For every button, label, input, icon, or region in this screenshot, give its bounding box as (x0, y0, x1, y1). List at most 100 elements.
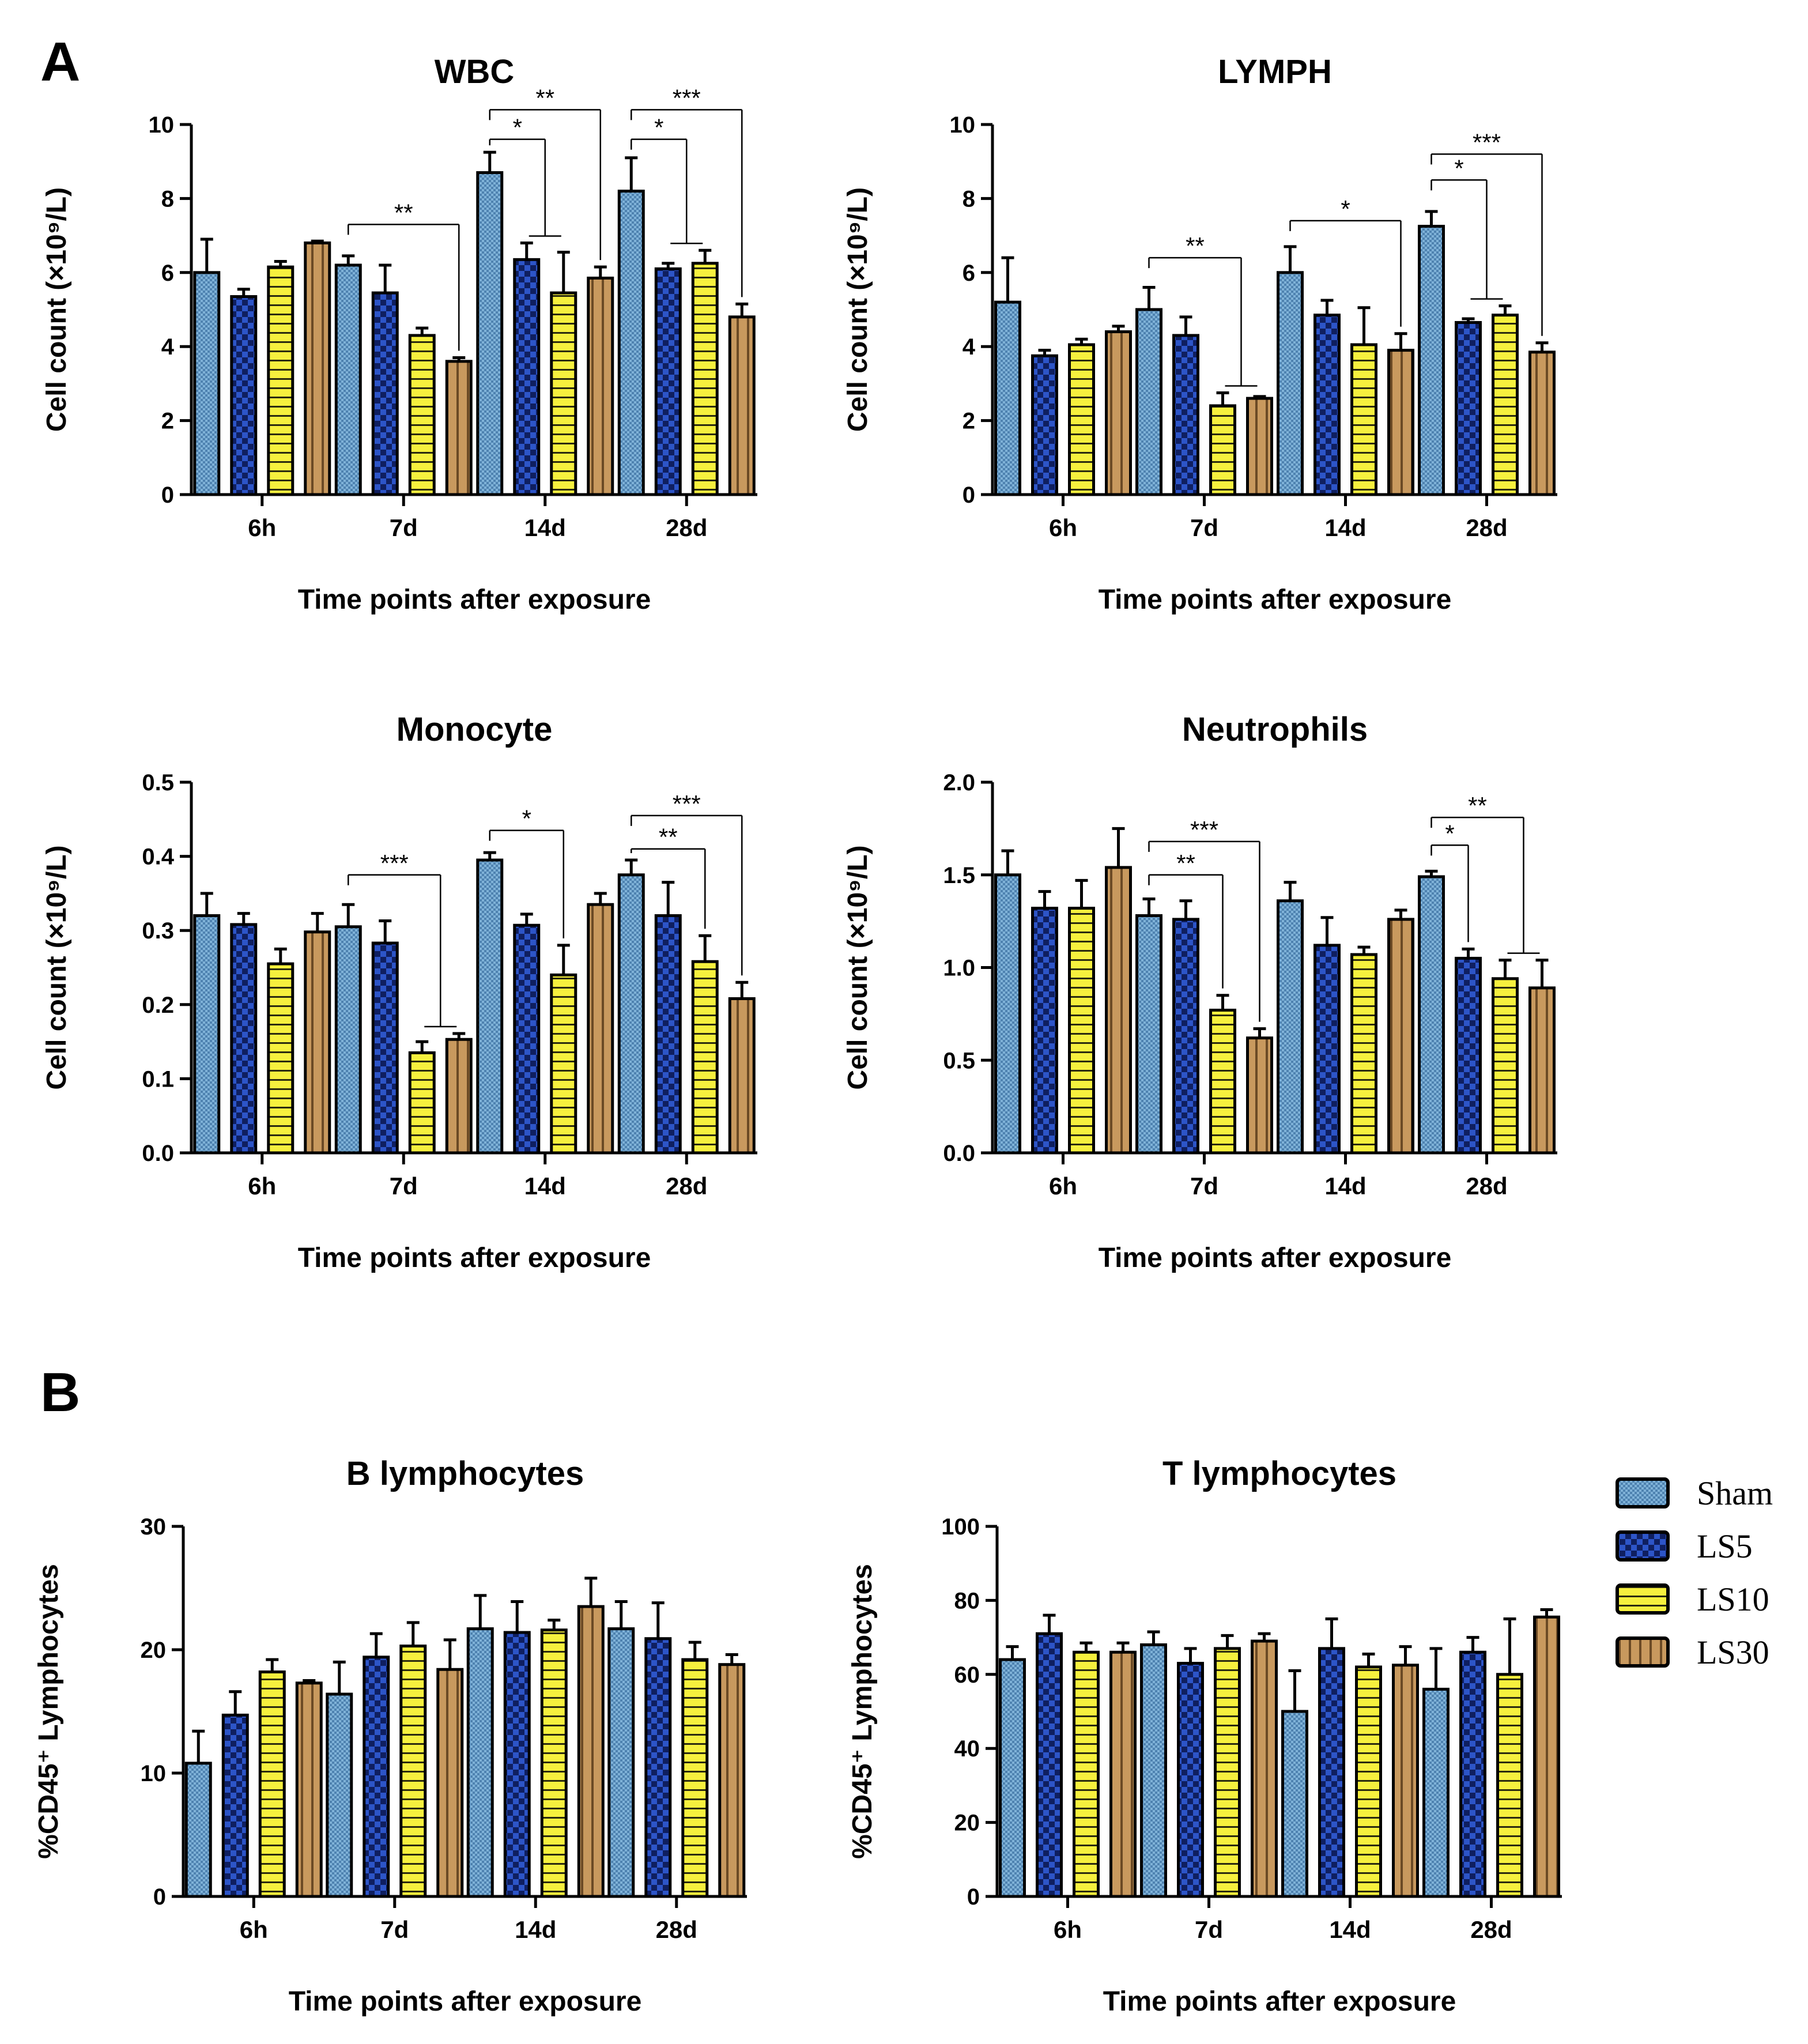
significance-bracket: ** (631, 824, 706, 929)
significance-label: * (1445, 820, 1454, 847)
y-tick-label: 80 (954, 1588, 980, 1613)
y-tick-label: 20 (141, 1638, 167, 1663)
bar-ls5-6h (230, 295, 258, 496)
significance-bracket: ** (348, 199, 460, 351)
legend-swatch (1616, 1583, 1670, 1615)
bar-ls5-7d (1172, 334, 1199, 496)
y-tick-label: 0.0 (142, 1141, 174, 1166)
x-tick-label-6h: 6h (1049, 514, 1077, 541)
significance-bracket: * (489, 114, 561, 237)
bar-sham-14d (476, 858, 504, 1155)
bar-sham-28d (1418, 225, 1445, 496)
bar-sham-7d (1140, 1643, 1167, 1898)
bar-ls30-6h (295, 1681, 323, 1898)
bar-ls30-6h (1109, 1650, 1137, 1898)
chart-lymph: LYMPH 0 2 4 6 8 10 6h 7d 14d 28d Time points after … (843, 53, 1557, 615)
bar-ls10-28d (691, 262, 719, 496)
chart-title: B lymphocytes (346, 1455, 584, 1492)
bar-ls10-6h (1073, 1650, 1100, 1898)
bar-ls5-6h (221, 1713, 249, 1898)
bar-ls10-7d (408, 1051, 436, 1155)
bar-ls10-14d (540, 1628, 568, 1898)
significance-bracket: ** (489, 84, 601, 261)
significance-label: ** (535, 84, 554, 111)
y-axis-title: Cell count (×10⁹/L) (843, 187, 873, 432)
x-tick-label-7d: 7d (1195, 1916, 1223, 1943)
legend-swatch (1616, 1530, 1670, 1562)
significance-bracket: *** (631, 790, 743, 976)
x-axis-title: Time points after exposure (289, 1986, 642, 2017)
significance-label: *** (1473, 129, 1501, 156)
bar-sham-28d (1418, 875, 1445, 1155)
chart-t-lymphocytes: T lymphocytes 0 20 40 60 80 100 6h 7d 14d 28d Time … (847, 1455, 1562, 2017)
bar-ls10-7d (1209, 1008, 1236, 1155)
bar-sham-6h (193, 914, 221, 1155)
y-tick-label: 0.5 (943, 1048, 975, 1073)
x-tick-label-28d: 28d (656, 1916, 697, 1943)
x-tick-label-28d: 28d (1466, 1172, 1507, 1200)
bar-ls30-7d (1251, 1639, 1278, 1898)
y-tick-label: 10 (149, 112, 175, 138)
y-tick-label: 60 (954, 1662, 980, 1688)
x-tick-label-7d: 7d (380, 1916, 409, 1943)
significance-label: * (1454, 154, 1463, 182)
bar-ls10-14d (550, 291, 577, 496)
bar-ls30-7d (1246, 1036, 1273, 1155)
bar-sham-14d (1277, 899, 1304, 1155)
bar-ls10-14d (1355, 1665, 1382, 1898)
significance-label: ** (1176, 850, 1195, 877)
legend-swatch (1616, 1636, 1670, 1668)
y-tick-label: 40 (954, 1736, 980, 1762)
bar-ls30-14d (1387, 349, 1414, 496)
significance-label: * (1341, 195, 1350, 222)
bar-ls10-7d (1214, 1647, 1241, 1898)
significance-bracket: *** (1148, 816, 1260, 1022)
bar-ls30-28d (1533, 1615, 1560, 1898)
y-tick-label: 0.5 (142, 770, 174, 795)
significance-bracket: * (1430, 154, 1503, 300)
y-tick-label: 20 (954, 1811, 980, 1836)
legend-label: LS30 (1697, 1634, 1769, 1671)
chart-title: T lymphocytes (1162, 1455, 1396, 1492)
y-tick-label: 2 (962, 409, 975, 434)
bar-ls5-6h (1031, 354, 1058, 496)
legend-label: Sham (1697, 1474, 1773, 1512)
y-tick-label: 0.0 (943, 1141, 975, 1166)
x-axis-title: Time points after exposure (1103, 1986, 1456, 2017)
charts-layer: WBC 0 2 4 6 8 10 6h 7d 14d 28d Time points after ex… (33, 53, 1562, 2017)
bar-ls5-14d (513, 923, 541, 1155)
x-tick-label-6h: 6h (240, 1916, 268, 1943)
significance-label: * (654, 114, 663, 141)
legend-item-ls5: LS5 (1616, 1528, 1753, 1565)
x-tick-label-6h: 6h (248, 514, 276, 541)
chart-b-lymphocytes: B lymphocytes 0 10 20 30 6h 7d 14d 28d Time point… (33, 1455, 747, 2017)
bar-ls5-7d (363, 1655, 390, 1898)
bar-ls5-7d (371, 291, 399, 496)
y-axis-title: %CD45⁺ Lymphocytes (847, 1564, 878, 1859)
x-axis-title: Time points after exposure (1099, 584, 1452, 615)
x-tick-label-7d: 7d (1190, 514, 1218, 541)
significance-label: ** (1468, 792, 1487, 819)
bar-sham-28d (607, 1627, 635, 1898)
significance-label: *** (673, 790, 701, 817)
bar-ls5-28d (1459, 1650, 1486, 1898)
bar-ls10-6h (258, 1670, 286, 1898)
x-tick-label-6h: 6h (1054, 1916, 1082, 1943)
bar-ls30-28d (728, 315, 756, 496)
bar-ls30-14d (1392, 1664, 1419, 1898)
y-tick-label: 0.1 (142, 1066, 174, 1092)
x-tick-label-28d: 28d (1470, 1916, 1512, 1943)
significance-bracket: ** (1430, 792, 1540, 954)
bar-ls5-28d (654, 267, 682, 496)
significance-bracket: * (489, 805, 564, 938)
x-tick-label-14d: 14d (1329, 1916, 1371, 1943)
bar-ls30-6h (304, 241, 331, 496)
y-tick-label: 4 (161, 334, 175, 360)
y-tick-label: 0.4 (142, 844, 174, 870)
bar-ls5-14d (1313, 944, 1341, 1155)
significance-bracket: *** (348, 850, 457, 1028)
bar-ls5-6h (1031, 907, 1058, 1155)
bar-ls30-14d (587, 903, 614, 1155)
x-tick-label-7d: 7d (390, 514, 418, 541)
bar-ls10-28d (681, 1658, 709, 1898)
